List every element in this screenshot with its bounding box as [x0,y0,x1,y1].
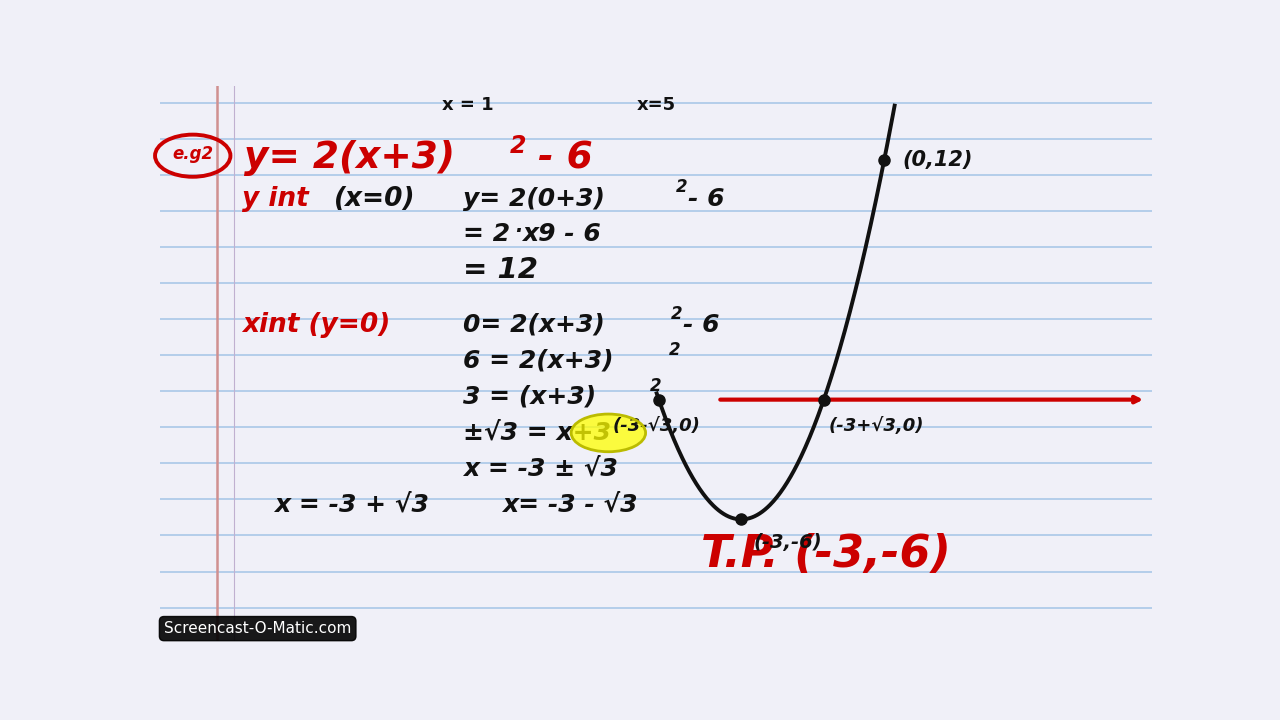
Text: .: . [515,217,522,235]
Text: (-3-√3,0): (-3-√3,0) [613,418,700,436]
Text: = 12: = 12 [462,256,538,284]
Text: x = -3 + √3: x = -3 + √3 [274,493,429,517]
Text: ±√3 = x+3: ±√3 = x+3 [462,421,611,445]
Text: 6 = 2(x+3): 6 = 2(x+3) [462,348,613,373]
Text: x9 - 6: x9 - 6 [522,222,600,246]
Text: y int: y int [242,186,308,212]
Text: x = 1: x = 1 [442,96,493,114]
Text: 2: 2 [671,305,682,323]
Text: x=5: x=5 [636,96,676,114]
Ellipse shape [571,414,645,451]
Text: e.g2: e.g2 [173,145,214,163]
Text: 2: 2 [669,341,681,359]
Text: y= 2(0+3): y= 2(0+3) [462,187,604,211]
Text: (x=0): (x=0) [334,186,415,212]
Text: (-3,-6): (-3,-6) [753,534,822,552]
Text: T.P. (-3,-6): T.P. (-3,-6) [700,534,951,577]
Text: Screencast-O-Matic.com: Screencast-O-Matic.com [164,621,351,636]
Text: y= 2(x+3): y= 2(x+3) [244,140,456,176]
Text: (-3+√3,0): (-3+√3,0) [828,418,924,436]
Text: 2: 2 [511,134,526,158]
Text: - 6: - 6 [525,140,593,176]
Text: (0,12): (0,12) [902,150,973,170]
Text: - 6: - 6 [687,187,724,211]
Text: xint (y=0): xint (y=0) [242,312,390,338]
Text: 0= 2(x+3): 0= 2(x+3) [462,312,604,337]
Text: - 6: - 6 [682,312,719,337]
Text: x = -3 ± √3: x = -3 ± √3 [462,457,617,481]
Text: 3 = (x+3): 3 = (x+3) [462,385,595,409]
Text: = 2: = 2 [462,222,509,246]
Text: 2: 2 [676,179,687,197]
Text: x= -3 - √3: x= -3 - √3 [502,493,637,517]
Text: 2: 2 [650,377,662,395]
